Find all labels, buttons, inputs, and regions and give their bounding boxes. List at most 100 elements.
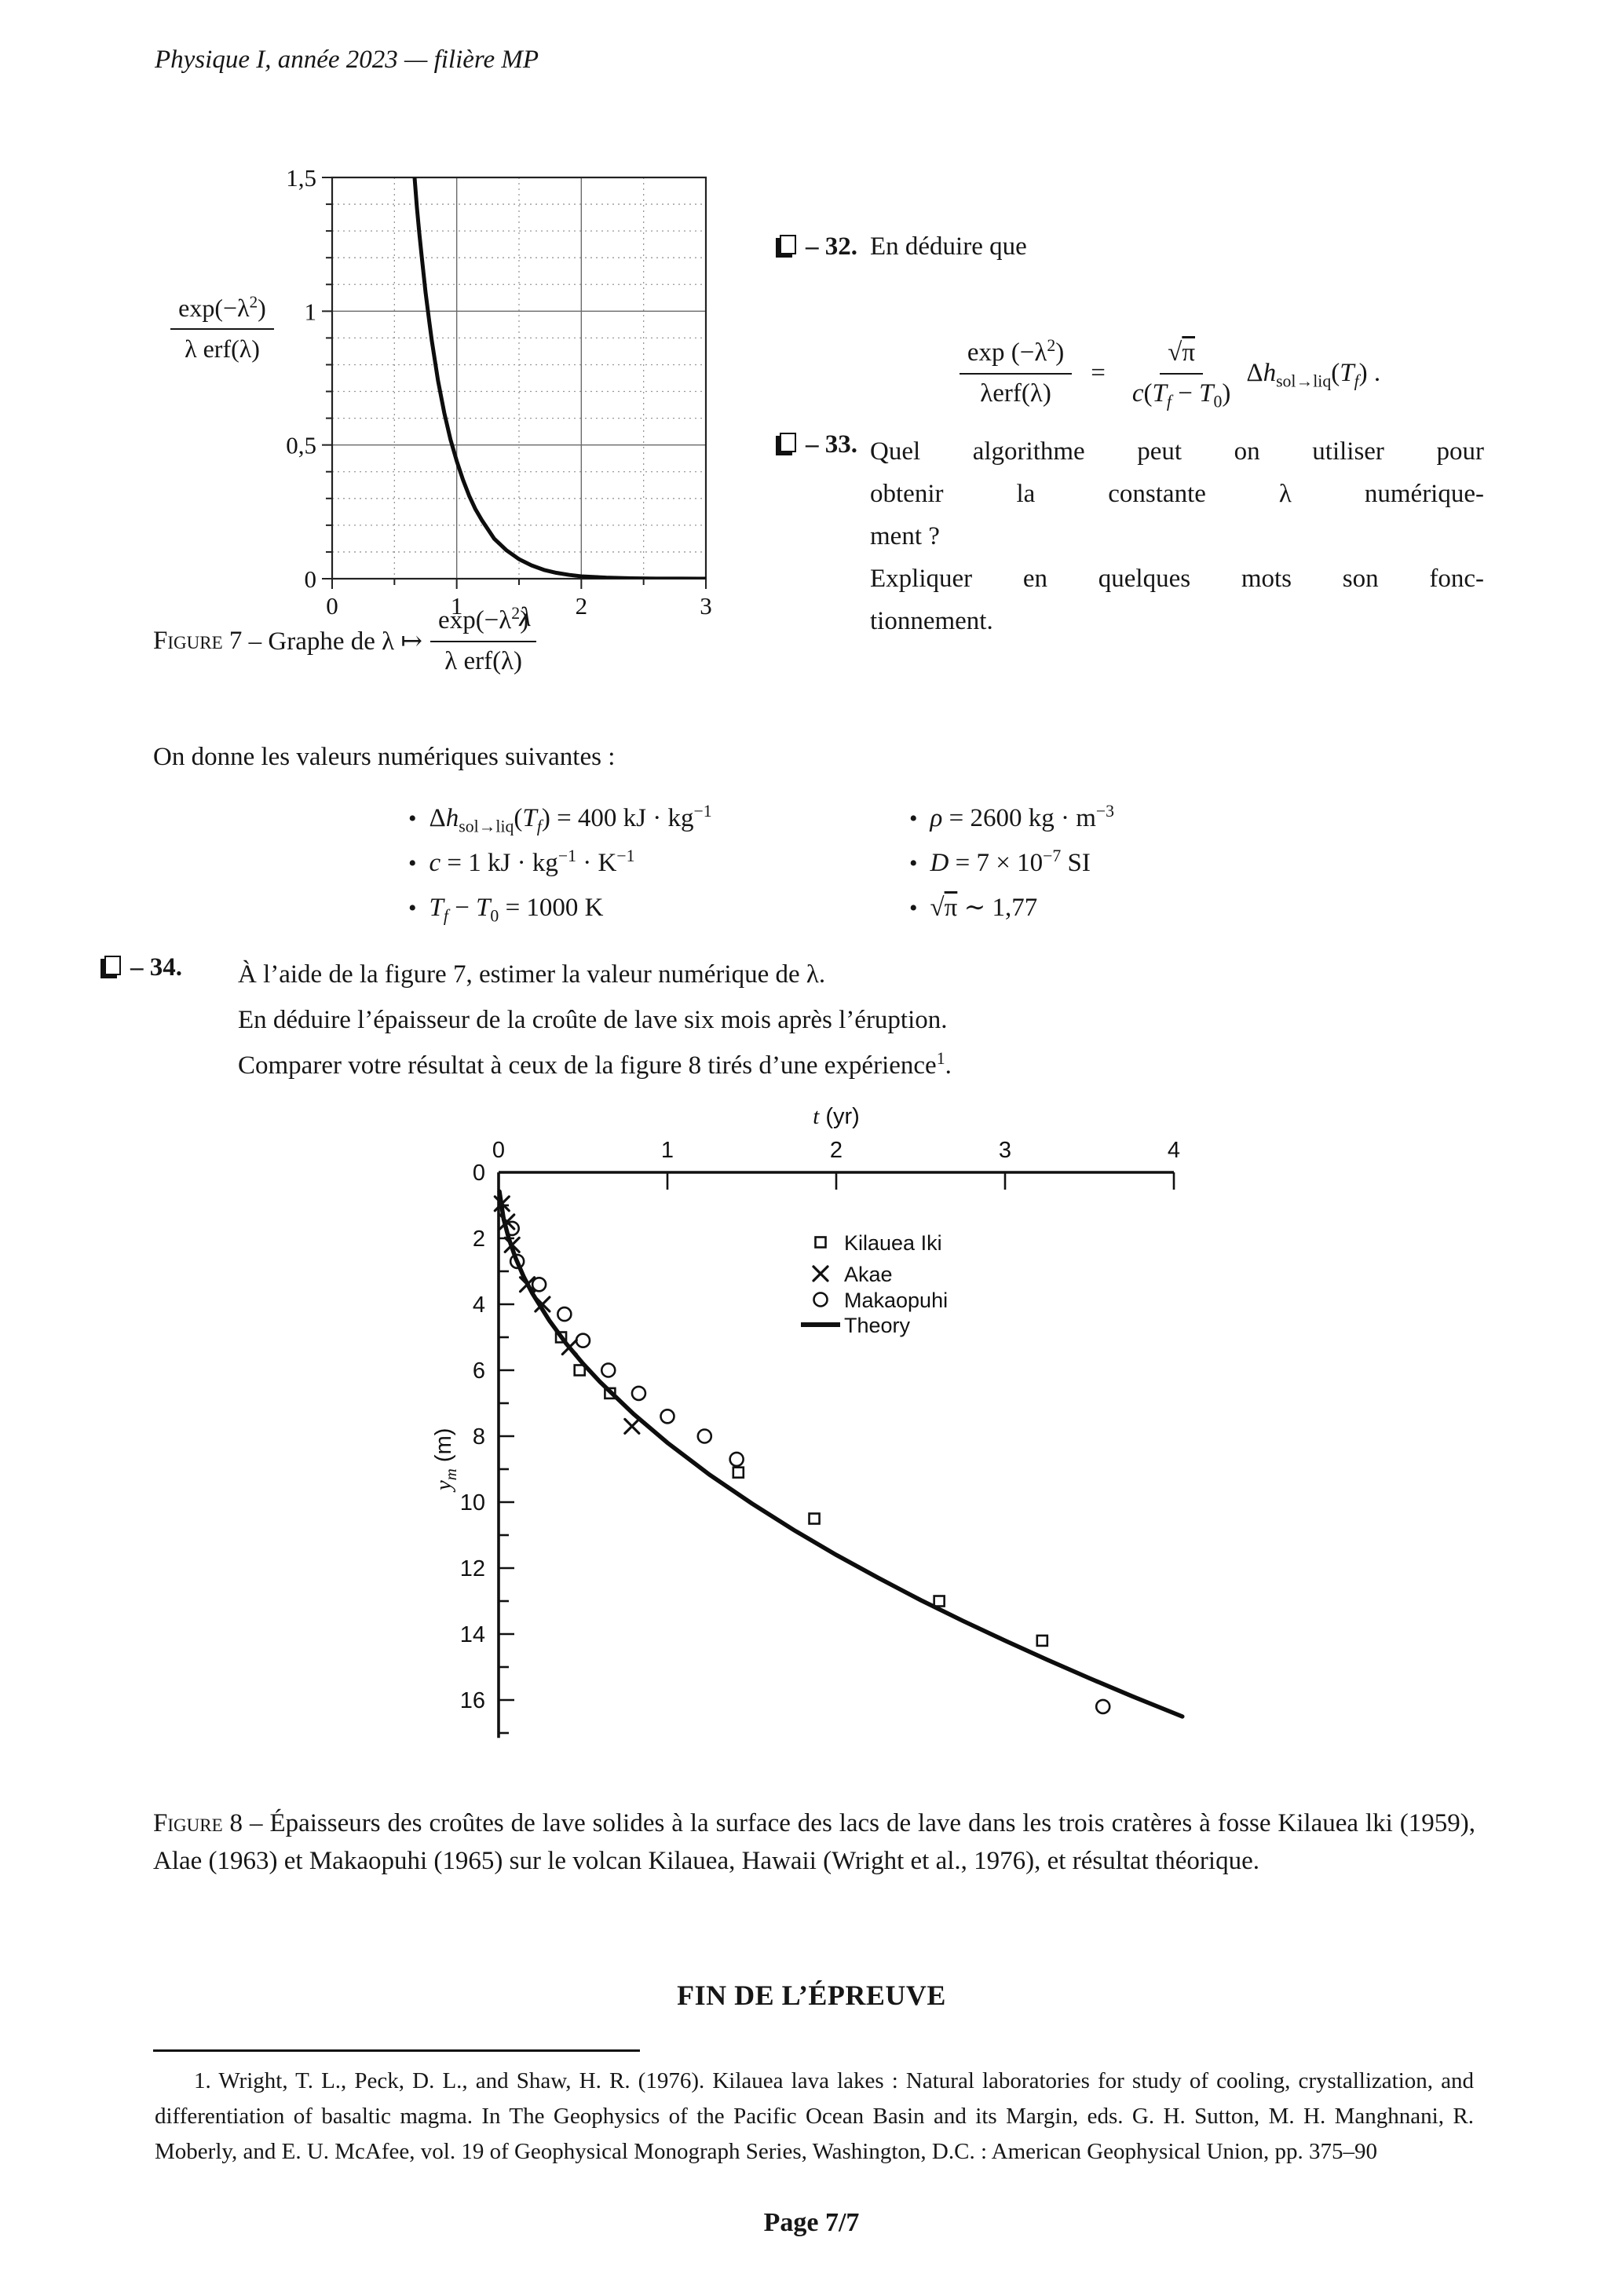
question-33-text: Quel algorithme peut on utiliser pour ob… xyxy=(870,430,1484,642)
bullet-icon: • xyxy=(909,850,918,876)
question-34-label: – 34. xyxy=(101,953,195,982)
value-text: ρ = 2600 kg · m−3 xyxy=(930,802,1115,832)
question-line: ment ? xyxy=(870,522,940,550)
svg-text:2: 2 xyxy=(576,592,588,620)
svg-text:16: 16 xyxy=(460,1688,485,1713)
fraction-denominator: λerf(λ) xyxy=(980,378,1051,408)
fraction-numerator: exp(−λ2) xyxy=(170,292,274,330)
figure7-caption: Figure 7 – Graphe de λ ↦ exp(−λ2) λ erf(… xyxy=(153,600,544,682)
figure7-caption-label: Figure 7 xyxy=(153,626,243,655)
svg-text:2: 2 xyxy=(830,1138,843,1163)
equals-sign: = xyxy=(1091,358,1106,387)
page-header: Physique I, année 2023 — filière MP xyxy=(155,46,539,74)
question-32: – 32. En déduire que xyxy=(776,232,1027,261)
figure8-caption: Figure 8 – Épaisseurs des croûtes de lav… xyxy=(153,1804,1475,1880)
question-checkbox-icon xyxy=(780,235,796,254)
svg-text:6: 6 xyxy=(473,1358,485,1384)
fig7-ylabel-fraction: exp(−λ2) λ erf(λ) xyxy=(140,292,305,365)
question-line: Comparer votre résultat à ceux de la fig… xyxy=(238,1049,952,1080)
svg-text:Akae: Akae xyxy=(844,1263,893,1286)
equation-tail: Δhsol→liq(Tf) . xyxy=(1246,358,1381,391)
question-line: obtenir la constante λ numérique- xyxy=(870,480,1484,508)
figure7-chart: 0 1 2 3 0 0,5 1 1,5 λ xyxy=(286,164,712,632)
values-column-left: • Δhsol→liq(Tf) = 400 kJ · kg−1 • c = 1 kJ… xyxy=(408,796,712,930)
bullet-icon: • xyxy=(408,806,417,832)
fraction-denominator: λ erf(λ) xyxy=(185,335,260,363)
fraction: exp (−λ2) λerf(λ) xyxy=(959,337,1073,410)
question-line: À l’aide de la figure 7, estimer la vale… xyxy=(238,960,826,989)
question-line: Quel algorithme peut on utiliser pour xyxy=(870,437,1484,466)
page-number: Page 7/7 xyxy=(763,2208,860,2237)
svg-text:0: 0 xyxy=(305,565,317,593)
fraction-denominator: λ erf(λ) xyxy=(444,646,523,675)
fraction-numerator: √π xyxy=(1160,337,1203,375)
question-33-label: – 33. xyxy=(776,430,870,459)
value-text: D = 7 × 10−7 SI xyxy=(930,846,1091,877)
value-text: √π ∼ 1,77 xyxy=(930,894,1038,922)
bullet-icon: • xyxy=(408,850,417,876)
question-line: En déduire l’épaisseur de la croûte de l… xyxy=(238,1006,948,1034)
question-number: – 32. xyxy=(806,232,857,261)
value-item: • c = 1 kJ · kg−1 · K−1 xyxy=(408,841,712,886)
question-32-text: En déduire que xyxy=(870,232,1027,261)
svg-text:Kilauea Iki: Kilauea Iki xyxy=(844,1231,942,1255)
equation-32: exp (−λ2) λerf(λ) = √π c(Tf − T0) Δhsol→… xyxy=(852,316,1480,430)
question-33: – 33. Quel algorithme peut on utiliser p… xyxy=(776,430,1484,642)
fraction-numerator: exp(−λ2) xyxy=(430,605,537,642)
fraction: √π c(Tf − T0) xyxy=(1124,337,1238,410)
svg-text:4: 4 xyxy=(1168,1138,1180,1163)
svg-text:14: 14 xyxy=(460,1622,485,1647)
svg-text:0,5: 0,5 xyxy=(286,432,316,459)
bullet-icon: • xyxy=(408,895,417,921)
question-line: Expliquer en quelques mots son fonc- xyxy=(870,565,1484,593)
svg-text:8: 8 xyxy=(473,1424,485,1450)
question-checkbox-icon xyxy=(104,956,121,975)
question-number: – 33. xyxy=(806,430,857,459)
question-32-label: – 32. xyxy=(776,232,870,261)
svg-text:4: 4 xyxy=(473,1292,485,1318)
svg-text:3: 3 xyxy=(999,1138,1011,1163)
question-number: – 34. xyxy=(130,953,182,982)
fraction-numerator: exp (−λ2) xyxy=(959,337,1073,375)
value-text: Δhsol→liq(Tf) = 400 kJ · kg−1 xyxy=(429,802,712,836)
value-item: • Tf − T0 = 1000 K xyxy=(408,886,712,930)
figure8-caption-text: – Épaisseurs des croûtes de lave solides… xyxy=(153,1809,1475,1875)
svg-text:1: 1 xyxy=(451,592,463,620)
svg-text:12: 12 xyxy=(460,1556,485,1581)
end-banner: FIN DE L’ÉPREUVE xyxy=(677,1980,946,2011)
svg-text:1: 1 xyxy=(305,298,317,325)
svg-text:Theory: Theory xyxy=(844,1314,911,1337)
svg-text:t (yr): t (yr) xyxy=(813,1104,860,1129)
svg-text:3: 3 xyxy=(700,592,712,620)
svg-text:0: 0 xyxy=(326,592,338,620)
question-label: – 34. xyxy=(101,953,195,982)
bullet-icon: • xyxy=(909,806,918,832)
svg-text:Makaopuhi: Makaopuhi xyxy=(844,1289,948,1312)
values-column-right: • ρ = 2600 kg · m−3 • D = 7 × 10−7 SI • √π … xyxy=(909,796,1114,930)
value-item: • √π ∼ 1,77 xyxy=(909,886,1114,930)
svg-text:0: 0 xyxy=(492,1138,505,1163)
svg-text:0: 0 xyxy=(473,1161,485,1186)
fraction: exp(−λ2) λ erf(λ) xyxy=(170,292,274,365)
svg-text:1: 1 xyxy=(661,1138,674,1163)
fraction-denominator: c(Tf − T0) xyxy=(1131,378,1231,411)
question-line: tionnement. xyxy=(870,607,993,635)
values-intro: On donne les valeurs numériques suivante… xyxy=(153,743,616,771)
question-checkbox-icon xyxy=(780,433,796,452)
footnote-rule xyxy=(153,2049,640,2052)
fraction: exp(−λ2) λ erf(λ) xyxy=(430,605,537,678)
question-34-text: À l’aide de la figure 7, estimer la vale… xyxy=(238,952,952,1088)
value-item: • ρ = 2600 kg · m−3 xyxy=(909,796,1114,841)
figure8-caption-label: Figure 8 xyxy=(153,1809,243,1837)
bullet-icon: • xyxy=(909,895,918,921)
figure7-caption-text: – Graphe de λ ↦ xyxy=(242,627,423,656)
svg-text:ym (m): ym (m) xyxy=(431,1428,460,1493)
value-text: c = 1 kJ · kg−1 · K−1 xyxy=(429,846,635,877)
value-text: Tf − T0 = 1000 K xyxy=(429,894,604,926)
svg-text:10: 10 xyxy=(460,1490,485,1515)
svg-text:λ: λ xyxy=(518,601,531,632)
svg-text:2: 2 xyxy=(473,1227,485,1252)
value-item: • Δhsol→liq(Tf) = 400 kJ · kg−1 xyxy=(408,796,712,841)
